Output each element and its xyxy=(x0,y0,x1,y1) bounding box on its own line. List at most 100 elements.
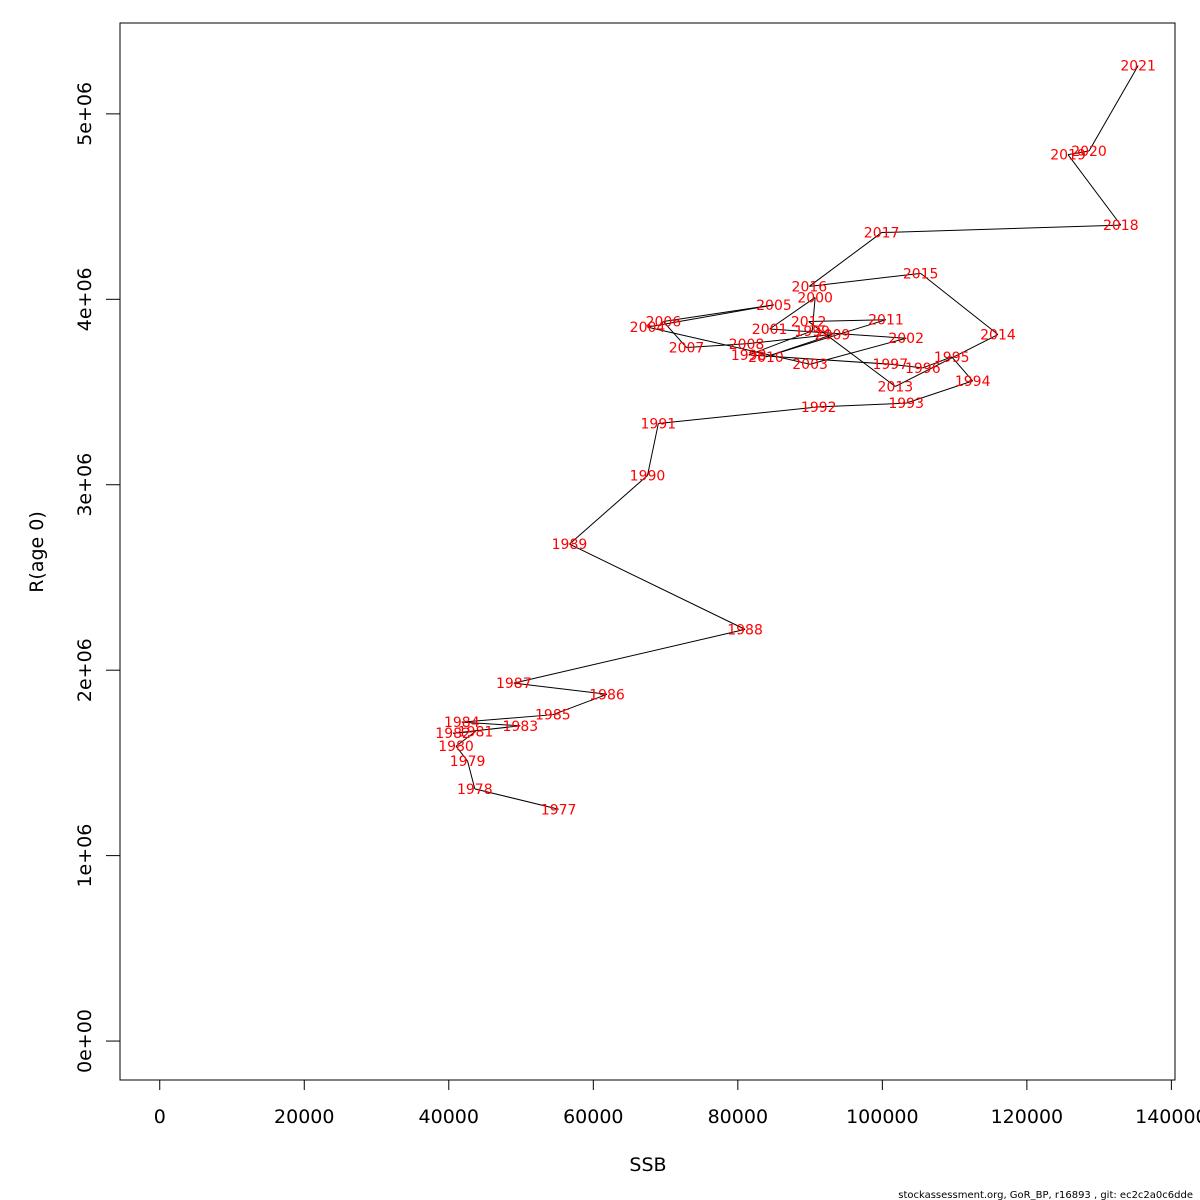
year-label: 1978 xyxy=(457,782,493,798)
trajectory-segment xyxy=(663,304,775,323)
year-label: 1987 xyxy=(496,676,532,692)
year-label: 1993 xyxy=(888,396,924,412)
year-label: 2019 xyxy=(1050,148,1086,164)
footer-note: stockassessment.org, GoR_BP, r16893 , gi… xyxy=(898,1190,1193,1200)
trajectory-segment xyxy=(920,272,999,335)
year-label: 2012 xyxy=(791,315,827,331)
year-label: 1979 xyxy=(450,754,486,770)
year-label: 2020 xyxy=(1071,144,1107,160)
x-tick-label: 120000 xyxy=(991,1106,1064,1128)
trajectory-segment xyxy=(569,475,648,545)
trajectory-segment xyxy=(552,693,608,716)
year-label: 2014 xyxy=(980,328,1016,344)
plot-frame xyxy=(119,22,1176,1081)
x-axis-title: SSB xyxy=(629,1154,666,1176)
year-label: 2018 xyxy=(1103,218,1139,234)
year-label: 1999 xyxy=(794,324,830,340)
x-tick-label: 0 xyxy=(154,1106,166,1128)
year-label: 1992 xyxy=(801,400,837,416)
trajectory-segment xyxy=(769,297,816,330)
year-label: 1985 xyxy=(535,708,571,724)
trajectory-segment xyxy=(1088,65,1139,152)
trajectory-segment xyxy=(647,304,775,328)
year-label: 1998 xyxy=(731,348,767,364)
trajectory-segment xyxy=(809,232,882,287)
trajectory-segment xyxy=(881,224,1121,234)
y-axis: 0e+00 1e+06 2e+06 3e+06 4e+06 5e+06 xyxy=(74,82,121,1073)
trajectory-segment xyxy=(746,334,833,345)
year-label: 2009 xyxy=(815,328,851,344)
trajectory-segment xyxy=(453,725,521,734)
year-label: 1990 xyxy=(630,468,666,484)
trajectory-segment xyxy=(906,380,973,404)
year-label: 1994 xyxy=(955,374,991,390)
trajectory-segment xyxy=(467,760,476,789)
y-tick-label: 3e+06 xyxy=(74,453,96,517)
y-tick-label: 4e+06 xyxy=(74,267,96,331)
year-label: 2006 xyxy=(646,315,682,331)
trajectory-segment xyxy=(808,319,886,323)
y-axis-title: R(age 0) xyxy=(26,511,48,593)
trajectory-series xyxy=(453,65,1139,810)
y-tick-label: 1e+06 xyxy=(74,824,96,888)
trajectory-segment xyxy=(686,343,747,349)
trajectory-segment xyxy=(818,402,907,408)
trajectory-segment xyxy=(951,356,974,382)
year-label: 2003 xyxy=(792,357,828,373)
trajectory-segment xyxy=(808,321,896,387)
trajectory-segment xyxy=(663,321,687,348)
trajectory-segment xyxy=(647,326,811,365)
year-label: 2010 xyxy=(748,350,784,366)
year-label: 2004 xyxy=(630,320,666,336)
year-label: 2011 xyxy=(868,313,904,329)
year-label: 2013 xyxy=(878,379,914,395)
year-label: 1984 xyxy=(444,715,480,731)
year-label: 1980 xyxy=(438,739,474,755)
trajectory-segment xyxy=(647,423,659,476)
year-label: 1986 xyxy=(589,687,625,703)
year-label: 2015 xyxy=(903,266,939,282)
year-label: 2005 xyxy=(756,298,792,314)
y-tick-label: 2e+06 xyxy=(74,638,96,702)
x-tick-label: 100000 xyxy=(846,1106,919,1128)
year-label: 1995 xyxy=(934,350,970,366)
trajectory-segment xyxy=(922,356,952,369)
trajectory-segment xyxy=(765,319,887,358)
x-tick-label: 40000 xyxy=(419,1106,479,1128)
trajectory-segment xyxy=(748,330,813,356)
trajectory-segment xyxy=(461,714,553,723)
year-label: 2008 xyxy=(729,337,765,353)
trajectory-segment xyxy=(569,543,746,630)
trajectory-segment xyxy=(809,337,907,365)
trajectory-segment xyxy=(455,745,468,762)
trajectory-segment xyxy=(461,721,521,727)
trajectory-segment xyxy=(895,334,999,387)
year-label: 2016 xyxy=(792,279,828,295)
year-label: 2007 xyxy=(669,341,705,357)
y-tick-label: 5e+06 xyxy=(74,82,96,146)
year-label: 2002 xyxy=(888,331,924,347)
trajectory-segment xyxy=(890,363,923,369)
trajectory-segment xyxy=(658,406,819,425)
trajectory-segment xyxy=(769,328,907,339)
trajectory-segment xyxy=(748,354,891,365)
year-label: 1996 xyxy=(905,361,941,377)
year-label: 1977 xyxy=(541,802,577,818)
x-tick-label: 60000 xyxy=(563,1106,623,1128)
year-label: 2017 xyxy=(864,226,900,242)
y-tick-label: 0e+00 xyxy=(74,1009,96,1073)
trajectory-segment xyxy=(513,628,746,684)
trajectory-segment xyxy=(809,272,921,287)
year-label: 2021 xyxy=(1120,59,1156,75)
year-label: 1997 xyxy=(872,357,908,373)
year-label: 1983 xyxy=(503,719,539,735)
year-label: 1991 xyxy=(641,417,677,433)
trajectory-segment xyxy=(811,297,816,331)
trajectory-segment xyxy=(474,788,559,810)
year-label: 1988 xyxy=(727,622,763,638)
year-label: 1982 xyxy=(435,726,471,742)
